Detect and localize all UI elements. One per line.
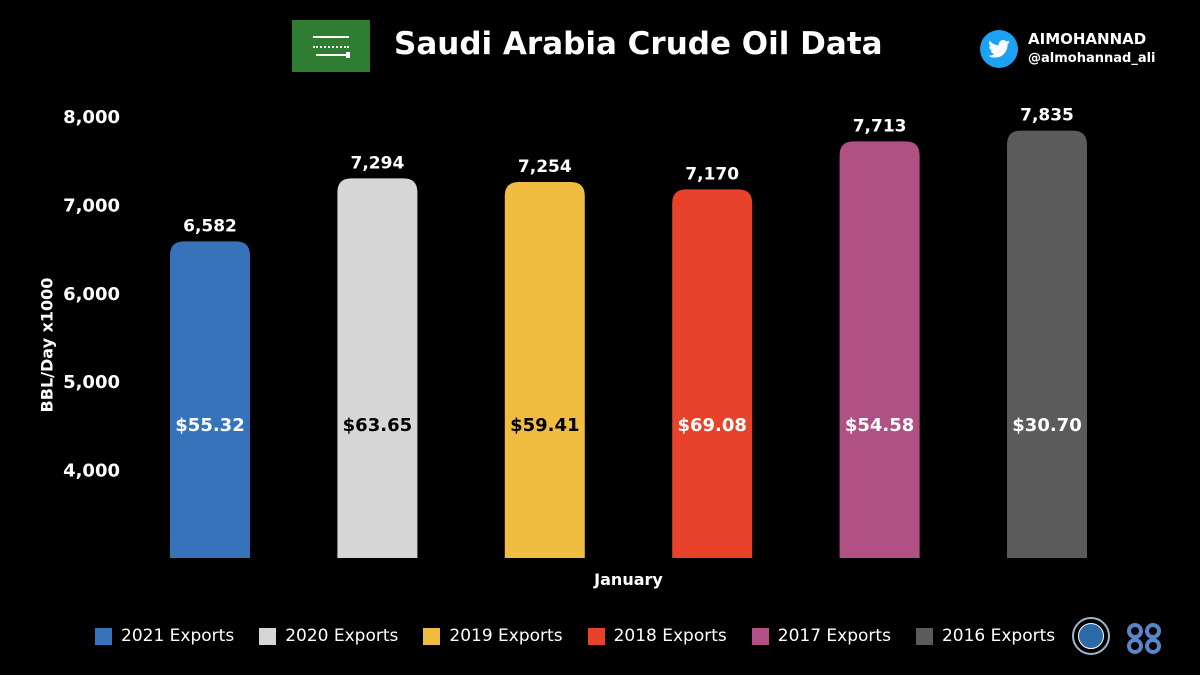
bar-value-label: 7,294 <box>351 153 405 173</box>
legend-swatch <box>95 627 112 645</box>
bar-value-label: 7,835 <box>1020 106 1074 126</box>
legend-label: 2019 Exports <box>449 626 563 646</box>
twitter-bird-icon <box>980 30 1018 68</box>
twitter-name: AIMOHANNAD <box>1028 30 1147 48</box>
bar <box>504 181 585 558</box>
bar <box>839 141 920 559</box>
ministry-seal-icon <box>1072 617 1110 655</box>
legend-label: 2020 Exports <box>285 626 399 646</box>
y-tick-label: 8,000 <box>63 107 120 128</box>
legend-label: 2018 Exports <box>613 626 727 646</box>
legend-swatch <box>751 627 769 645</box>
legend-item: 2017 Exports <box>751 626 891 646</box>
legend-label: 2016 Exports <box>941 626 1056 646</box>
flag-script-mark <box>313 36 349 48</box>
y-tick-label: 5,000 <box>63 372 120 393</box>
x-axis-label: January <box>594 570 663 589</box>
y-tick-label: 7,000 <box>63 195 120 216</box>
legend: 2021 Exports 2020 Exports 2019 Exports 2… <box>95 626 1080 646</box>
legend-item: 2018 Exports <box>587 626 727 646</box>
bar-price-label: $55.32 <box>175 415 244 436</box>
bar-chart: 4,000 5,000 6,000 7,000 8,000 6,582 $55.32 7,29… <box>63 106 1087 559</box>
opec-logo-icon <box>1127 623 1161 654</box>
bar-price-label: $59.41 <box>510 415 579 436</box>
legend-swatch <box>259 627 277 645</box>
y-axis-label: BBL/Day x1000 <box>37 277 57 413</box>
bar-value-label: 7,170 <box>685 164 739 184</box>
bar <box>170 241 250 558</box>
bar <box>337 178 418 558</box>
legend-swatch <box>423 627 441 645</box>
bar-value-label: 6,582 <box>183 216 237 236</box>
chart-title: Saudi Arabia Crude Oil Data <box>394 26 883 62</box>
bar <box>1007 130 1087 558</box>
legend-item: 2020 Exports <box>259 626 398 646</box>
y-tick-label: 4,000 <box>63 461 120 482</box>
bar-value-label: 7,254 <box>518 157 572 177</box>
bar-price-label: $63.65 <box>343 415 412 436</box>
legend-item: 2021 Exports <box>95 626 234 646</box>
bar-price-label: $69.08 <box>677 415 746 436</box>
y-tick-label: 6,000 <box>63 284 120 305</box>
legend-item: 2016 Exports <box>915 626 1056 646</box>
legend-label: 2017 Exports <box>777 626 891 646</box>
flag-sword-icon <box>316 52 350 58</box>
legend-swatch <box>915 627 933 645</box>
seal-center <box>1078 623 1104 649</box>
legend-label: 2021 Exports <box>121 626 235 646</box>
bar-price-label: $30.70 <box>1012 415 1081 436</box>
bar-price-label: $54.58 <box>845 415 914 436</box>
bar-value-label: 7,713 <box>853 116 907 136</box>
twitter-handle: @almohannad_ali <box>1028 51 1156 66</box>
bar <box>672 189 753 558</box>
saudi-flag <box>292 20 370 72</box>
legend-item: 2019 Exports <box>423 626 563 646</box>
legend-swatch <box>587 627 605 645</box>
